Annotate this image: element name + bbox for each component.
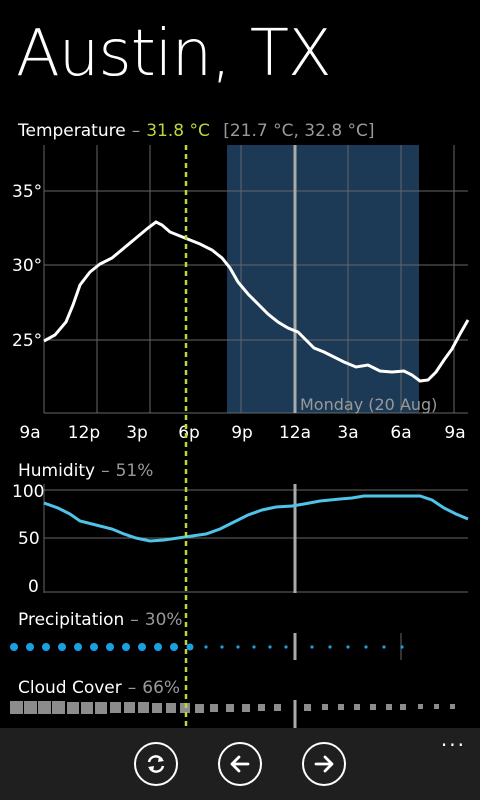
forward-arrow-icon: [312, 752, 336, 776]
x-tick: 6a: [390, 423, 411, 443]
x-tick: 9a: [19, 423, 40, 443]
y-tick: 25°: [12, 331, 42, 351]
x-tick: 3p: [126, 423, 148, 443]
humidity-grid: [44, 484, 468, 593]
x-tick: 9a: [444, 423, 465, 443]
humidity-current: 51%: [116, 461, 154, 481]
precipitation-header: Precipitation –30%: [18, 610, 183, 630]
refresh-icon: [144, 752, 168, 776]
cloud-cover-header: Cloud Cover –66%: [18, 678, 180, 698]
cloud-cover-strip: [10, 700, 455, 728]
app-bar: ...: [0, 728, 480, 800]
precipitation-strip: [10, 633, 404, 660]
humidity-label: Humidity: [18, 461, 95, 481]
x-tick: 6p: [178, 423, 200, 443]
back-arrow-icon: [228, 752, 252, 776]
precipitation-label: Precipitation: [18, 610, 124, 630]
more-menu-button[interactable]: ...: [441, 734, 466, 744]
x-tick: 3a: [337, 423, 358, 443]
precipitation-dots: [10, 643, 404, 651]
y-tick: 100: [12, 482, 44, 502]
x-ticks: 9a 12p 3p 6p 9p 12a 3a 6a 9a: [19, 423, 465, 443]
refresh-button[interactable]: [134, 742, 178, 786]
humidity-chart: 100 50 0: [12, 482, 468, 597]
x-tick: 12p: [68, 423, 100, 443]
cloud-blocks: [10, 701, 455, 714]
y-tick: 35°: [12, 182, 42, 202]
day-marker: Monday (20 Aug): [300, 395, 437, 414]
separator-dash: –: [130, 610, 139, 630]
y-tick: 0: [28, 577, 39, 597]
back-button[interactable]: [218, 742, 262, 786]
separator-dash: –: [101, 461, 110, 481]
cloud-cover-label: Cloud Cover: [18, 678, 122, 698]
y-tick: 30°: [12, 256, 42, 276]
humidity-header: Humidity –51%: [18, 461, 153, 481]
cloud-cover-current: 66%: [142, 678, 180, 698]
y-tick: 50: [18, 529, 40, 549]
separator-dash: –: [128, 678, 137, 698]
x-tick: 12a: [279, 423, 311, 443]
humidity-line: [44, 496, 468, 541]
temperature-chart: 35° 30° 25° Monday (20 Aug) 9a 12p 3p 6p…: [12, 145, 468, 443]
x-tick: 9p: [231, 423, 253, 443]
precipitation-current: 30%: [145, 610, 183, 630]
forward-button[interactable]: [302, 742, 346, 786]
